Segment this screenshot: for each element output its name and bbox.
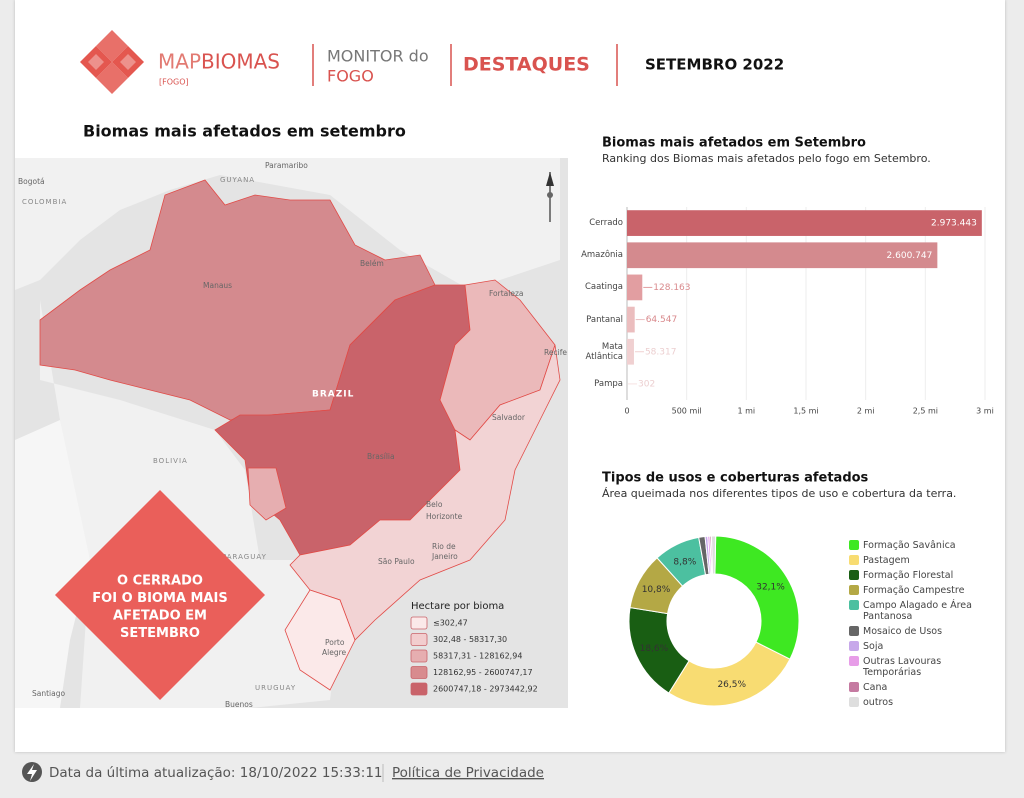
privacy-link[interactable]: Política de Privacidade	[392, 765, 544, 781]
place: Alegre	[322, 648, 347, 657]
place: Paramaribo	[265, 161, 308, 170]
legend-swatch	[410, 682, 428, 696]
section: DESTAQUES	[463, 54, 590, 76]
bar	[627, 338, 634, 365]
donut-title: Tipos de usos e coberturas afetados	[602, 471, 869, 486]
biomes	[39, 179, 561, 691]
north-arrow	[546, 172, 554, 222]
biome-mata-atlantica	[289, 344, 561, 641]
place: Santiago	[32, 689, 65, 698]
bar-title: Biomas mais afetados em Setembro	[602, 136, 866, 151]
callout-line: O CERRADO	[117, 574, 203, 589]
legend-swatch	[410, 633, 428, 646]
map-labels: Bogotá COLOMBIA GUYANA Paramaribo Belém …	[18, 161, 567, 709]
slice-label: 18,6%	[640, 644, 669, 654]
country: COLOMBIA	[22, 198, 67, 206]
value-label: 58.317	[645, 347, 677, 357]
slice-label: 8,8%	[673, 557, 696, 567]
place: Fortaleza	[489, 289, 524, 298]
land	[15, 420, 90, 708]
legend-swatch	[410, 666, 428, 679]
logo	[80, 30, 144, 94]
slice-label: 10,8%	[642, 585, 671, 595]
brand-prefix: MAP	[158, 50, 201, 74]
slice-label: 26,5%	[717, 680, 746, 690]
value-label: 302	[638, 379, 655, 389]
biome-pampa	[284, 589, 356, 691]
biome-pantanal	[247, 467, 287, 521]
legend-swatch	[410, 649, 428, 663]
brand-tag: [FOGO]	[159, 78, 189, 87]
place: Brasília	[367, 452, 395, 461]
x-tick-label: 2,5 mi	[913, 407, 938, 416]
x-tick-label: 2 mi	[857, 407, 875, 416]
place: São Paulo	[378, 557, 415, 566]
country: GUYANA	[220, 176, 255, 184]
monitor-fire: FOGO	[327, 67, 374, 86]
map-legend-title: Hectare por bioma	[411, 601, 504, 612]
country: BRAZIL	[312, 390, 354, 400]
legend-label: 302,48 - 58317,30	[433, 635, 507, 644]
donut-slice	[668, 641, 791, 707]
callout-line: AFETADO EM	[113, 609, 207, 624]
place: Janeiro	[431, 552, 458, 561]
legend-label: 128162,95 - 2600747,17	[433, 668, 533, 677]
bar	[627, 210, 982, 236]
bar-subtitle: Ranking dos Biomas mais afetados pelo fo…	[602, 152, 931, 165]
biome-amazonia	[39, 179, 436, 421]
place: Manaus	[203, 281, 232, 290]
place: Buenos	[225, 700, 253, 709]
callout-diamond	[55, 490, 265, 700]
slice-label: 32,1%	[756, 582, 785, 592]
bolt	[27, 764, 37, 781]
value-label: 128.163	[653, 283, 690, 293]
legend-label: 2600747,18 - 2973442,92	[433, 685, 538, 694]
period: SETEMBRO 2022	[645, 56, 784, 74]
map-title: Biomas mais afetados em setembro	[83, 122, 406, 141]
donut-slice	[710, 535, 717, 575]
brand-main: BIOMAS	[201, 50, 280, 74]
legend-swatch	[410, 616, 428, 630]
callout-line: FOI O BIOMA MAIS	[92, 591, 227, 606]
bar	[627, 306, 635, 333]
place: Rio de	[432, 542, 456, 551]
monitor: MONITOR do	[327, 47, 429, 66]
bar	[627, 242, 938, 269]
bar	[627, 274, 643, 301]
donut-slice	[714, 535, 800, 660]
value-label: 64.547	[646, 315, 678, 325]
place: Belém	[360, 259, 384, 268]
donut-subtitle: Área queimada nos diferentes tipos de us…	[602, 487, 956, 500]
country: BOLIVIA	[153, 457, 188, 465]
place: Porto	[325, 638, 345, 647]
legend-label: ≤302,47	[433, 619, 468, 628]
place: Recife	[544, 348, 567, 357]
x-tick-label: 0	[624, 407, 629, 416]
x-tick-label: 1 mi	[738, 407, 756, 416]
place: Horizonte	[426, 512, 463, 521]
country: PARAGUAY	[222, 553, 267, 561]
x-tick-label: 1,5 mi	[793, 407, 818, 416]
land	[15, 158, 560, 290]
place: Salvador	[492, 413, 526, 422]
place: Bogotá	[18, 177, 45, 186]
callout-line: SETEMBRO	[120, 626, 200, 641]
update-date: Data da última atualização: 18/10/2022 1…	[49, 765, 383, 781]
value-label: 2.600.747	[887, 251, 933, 261]
country: URUGUAY	[255, 684, 296, 692]
place: Belo	[426, 500, 443, 509]
x-tick-label: 3 mi	[976, 407, 994, 416]
value-label: 2.973.443	[931, 219, 977, 229]
x-tick-label: 500 mil	[672, 407, 702, 416]
legend-label: 58317,31 - 128162,94	[433, 652, 522, 661]
